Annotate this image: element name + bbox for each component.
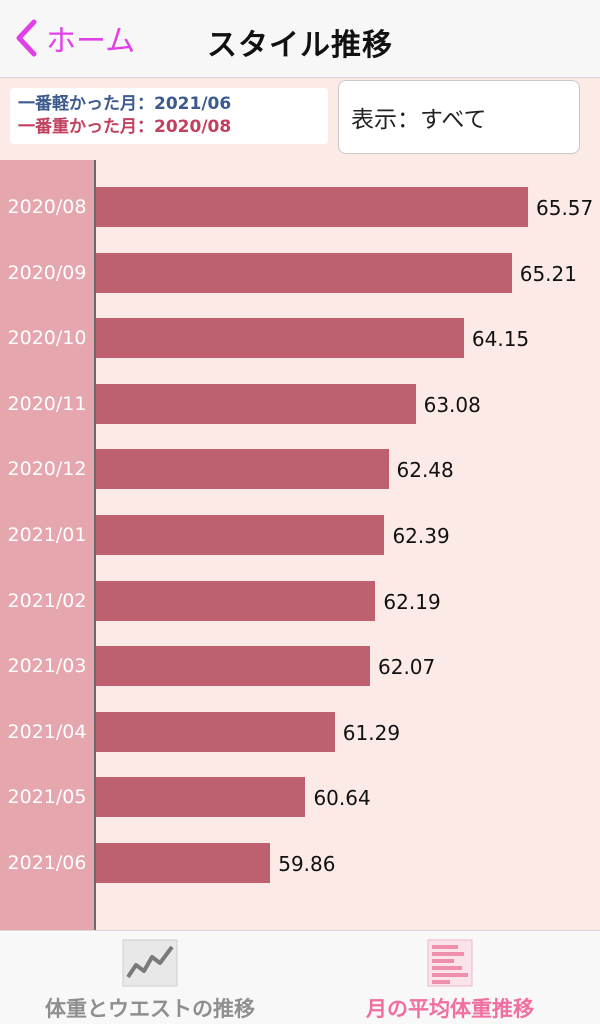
bar <box>96 383 416 424</box>
month-label: 2020/12 <box>7 458 87 481</box>
bar-value-label: 60.64 <box>313 786 371 811</box>
tab-monthly-average-weight[interactable]: 月の平均体重推移 <box>300 931 600 1024</box>
bar-value-label: 64.15 <box>471 327 530 352</box>
month-label: 2021/03 <box>7 655 87 678</box>
bar-value-label: 62.19 <box>383 589 441 614</box>
month-label: 2020/11 <box>7 392 87 415</box>
bar-chart-icon <box>427 939 473 987</box>
bar <box>96 580 376 621</box>
bar-value-label: 61.29 <box>342 720 401 745</box>
bar-value-label: 65.21 <box>519 261 577 286</box>
bar <box>96 252 512 293</box>
heaviest-month-text: 一番重かった月：2020/08 <box>18 117 232 137</box>
bar <box>96 843 271 883</box>
y-axis-line <box>94 160 96 930</box>
month-label: 2021/04 <box>7 720 87 743</box>
bar <box>96 187 528 227</box>
line-chart-icon <box>122 939 178 987</box>
bar-value-label: 59.86 <box>278 852 336 876</box>
back-button[interactable]: ホーム <box>14 18 136 59</box>
display-filter-select[interactable]: 表示：すべて <box>338 80 580 154</box>
bar-value-label: 62.07 <box>378 655 436 680</box>
tab-monthly-average-weight-label: 月の平均体重推移 <box>366 997 534 1021</box>
month-label: 2020/10 <box>7 327 87 350</box>
bar-value-label: 65.57 <box>536 196 594 220</box>
tab-weight-waist-trend-label: 体重とウエストの推移 <box>45 997 255 1021</box>
page-title: スタイル推移 <box>207 28 393 63</box>
bar <box>96 777 306 818</box>
tab-weight-waist-trend[interactable]: 体重とウエストの推移 <box>0 931 300 1024</box>
month-label-column <box>0 160 94 930</box>
back-button-label: ホーム <box>46 24 136 59</box>
bar <box>96 318 464 359</box>
bar <box>96 449 389 490</box>
lightest-month-text: 一番軽かった月：2021/06 <box>18 94 232 114</box>
bar-value-label: 63.08 <box>423 392 481 417</box>
month-label: 2020/08 <box>7 196 87 218</box>
month-label: 2021/02 <box>7 589 87 612</box>
bar-value-label: 62.48 <box>396 458 454 483</box>
bar-value-label: 62.39 <box>392 524 450 548</box>
month-label: 2021/01 <box>7 524 87 546</box>
month-label: 2020/09 <box>7 261 87 284</box>
navigation-bar: ホーム スタイル推移 <box>0 0 600 78</box>
tab-bar: 体重とウエストの推移 月の平均体重推移 <box>0 930 600 1024</box>
bar <box>96 515 385 555</box>
bar <box>96 646 370 687</box>
month-label: 2021/06 <box>7 852 87 874</box>
bar <box>96 711 335 752</box>
chevron-left-icon <box>16 19 37 57</box>
summary-box: 一番軽かった月：2021/06 一番重かった月：2020/08 <box>10 88 328 144</box>
month-label: 2021/05 <box>7 786 87 809</box>
monthly-average-weight-chart: 2020/08 65.57 2020/09 65.21 2020/10 64.15 2020… <box>0 160 600 930</box>
